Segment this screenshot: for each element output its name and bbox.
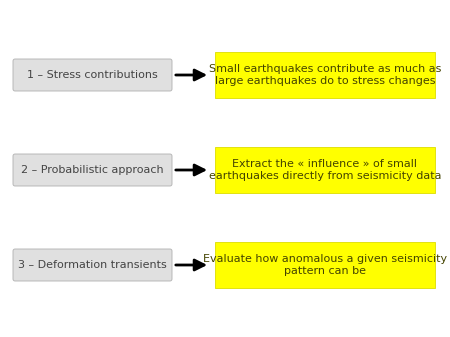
Text: 3 – Deformation transients: 3 – Deformation transients <box>18 260 167 270</box>
FancyBboxPatch shape <box>215 147 435 193</box>
Text: Extract the « influence » of small
earthquakes directly from seismicity data: Extract the « influence » of small earth… <box>209 159 441 181</box>
FancyBboxPatch shape <box>215 242 435 288</box>
FancyBboxPatch shape <box>13 154 172 186</box>
FancyBboxPatch shape <box>13 59 172 91</box>
FancyBboxPatch shape <box>215 52 435 98</box>
FancyBboxPatch shape <box>13 249 172 281</box>
Text: 2 – Probabilistic approach: 2 – Probabilistic approach <box>21 165 164 175</box>
Text: 1 – Stress contributions: 1 – Stress contributions <box>27 70 158 80</box>
Text: Evaluate how anomalous a given seismicity
pattern can be: Evaluate how anomalous a given seismicit… <box>203 254 447 276</box>
Text: Small earthquakes contribute as much as
large earthquakes do to stress changes: Small earthquakes contribute as much as … <box>209 64 441 86</box>
